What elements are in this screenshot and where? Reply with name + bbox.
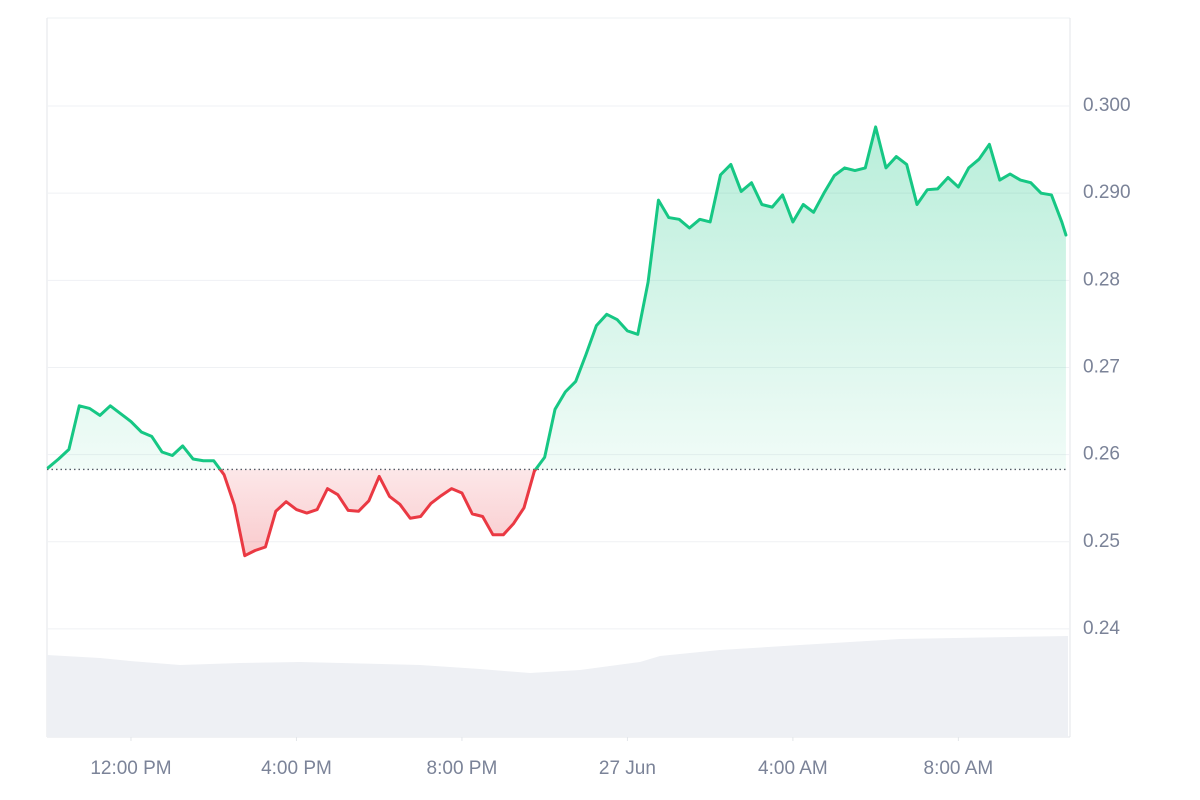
- y-tick-label: 0.26: [1083, 444, 1120, 465]
- x-tick-label: 4:00 PM: [261, 758, 332, 779]
- x-tick-label: 4:00 AM: [758, 758, 828, 779]
- y-tick-label: 0.28: [1083, 269, 1120, 290]
- plot: [46, 125, 1068, 558]
- y-tick-label: 0.24: [1083, 618, 1120, 639]
- y-tick-label: 0.27: [1083, 356, 1120, 377]
- x-tick-label: 27 Jun: [599, 758, 656, 779]
- x-tick-label: 8:00 AM: [924, 758, 994, 779]
- x-tick-label: 12:00 PM: [90, 758, 171, 779]
- tick-labels: 0.300 0.290 0.28 0.27 0.26 0.25 0.24 12:00 PM 4:…: [90, 95, 1130, 779]
- y-tick-label: 0.290: [1083, 182, 1131, 203]
- price-line: [46, 125, 1068, 558]
- y-tick-label: 0.300: [1083, 95, 1131, 116]
- price-area: [48, 126, 1066, 556]
- y-tick-label: 0.25: [1083, 531, 1120, 552]
- x-tick-label: 8:00 PM: [427, 758, 498, 779]
- volume-backdrop: [47, 636, 1068, 737]
